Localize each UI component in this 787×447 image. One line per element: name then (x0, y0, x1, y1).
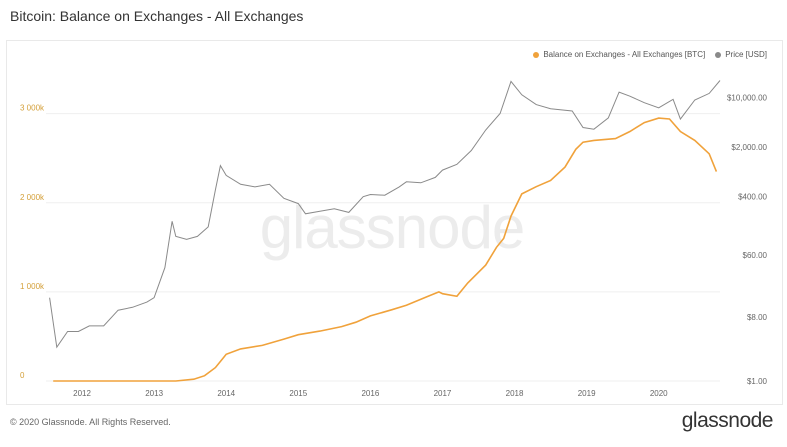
chart-panel (6, 40, 783, 405)
x-tick-label: 2016 (361, 389, 379, 398)
watermark-text: glassnode (260, 194, 525, 261)
right-tick-label: $1.00 (747, 377, 768, 386)
legend-label-balance: Balance on Exchanges - All Exchanges [BT… (543, 50, 706, 59)
legend-dot-balance-icon (533, 51, 540, 58)
left-tick-label: 1 000k (20, 282, 45, 291)
x-tick-label: 2012 (73, 389, 91, 398)
grid-lines (46, 113, 720, 382)
x-tick-label: 2014 (217, 389, 235, 398)
x-tick-label: 2017 (434, 389, 452, 398)
x-tick-label: 2018 (506, 389, 524, 398)
x-tick-label: 2015 (289, 389, 307, 398)
x-tick-label: 2020 (650, 389, 668, 398)
legend-dot-price-icon (715, 51, 722, 58)
chart-title: Bitcoin: Balance on Exchanges - All Exch… (10, 8, 304, 24)
legend: Balance on Exchanges - All Exchanges [BT… (533, 50, 767, 59)
series-line-balance (53, 117, 718, 382)
x-tick-label: 2013 (145, 389, 163, 398)
left-tick-label: 3 000k (20, 104, 45, 113)
right-tick-label: $2,000.00 (731, 143, 767, 152)
legend-item-price[interactable]: Price [USD] (715, 50, 767, 59)
x-tick-label: 2019 (578, 389, 596, 398)
copyright-text: © 2020 Glassnode. All Rights Reserved. (10, 417, 171, 427)
series-line-price (49, 80, 721, 349)
legend-item-balance[interactable]: Balance on Exchanges - All Exchanges [BT… (533, 50, 705, 59)
legend-label-price: Price [USD] (725, 50, 767, 59)
left-tick-label: 0 (20, 371, 25, 380)
right-tick-label: $8.00 (747, 313, 768, 322)
left-tick-label: 2 000k (20, 193, 45, 202)
right-tick-label: $400.00 (738, 193, 767, 202)
brand-logo-text: glassnode (681, 409, 774, 432)
right-tick-label: $10,000.00 (727, 94, 768, 103)
right-axis: $1.00 $8.00 $60.00 $400.00 $2,000.00 $10,000.… (727, 94, 768, 386)
left-axis: 0 1 000k 2 000k 3 000k (20, 104, 45, 380)
right-tick-label: $60.00 (743, 251, 768, 260)
x-axis: 2012 2013 2014 2015 2016 2017 2018 2019 2020 (73, 389, 668, 398)
